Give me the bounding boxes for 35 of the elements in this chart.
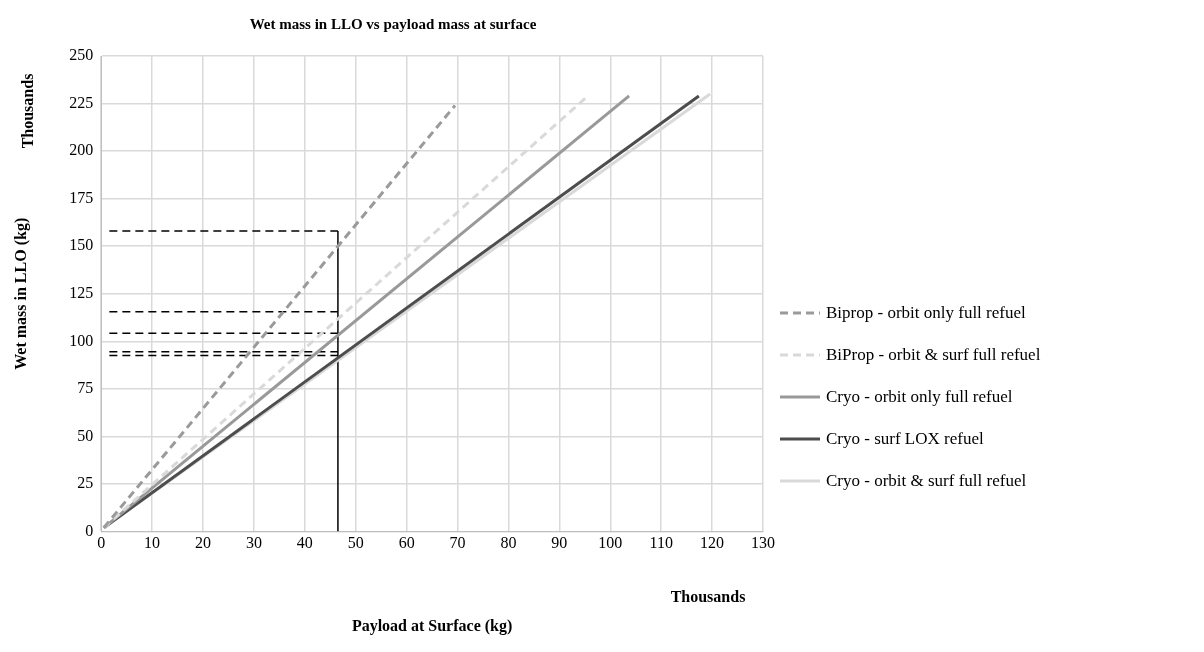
y-tick-label: 0: [85, 521, 94, 539]
legend-label: Biprop - orbit only full refuel: [826, 303, 1026, 323]
text: Thousands: [19, 73, 37, 149]
y-tick-label: 25: [77, 474, 94, 492]
x-tick-label: 110: [649, 534, 673, 552]
x-tick-label: 30: [245, 534, 262, 552]
y-tick-label: 125: [69, 284, 94, 301]
x-tick-label: 60: [398, 534, 415, 552]
legend-label: BiProp - orbit & surf full refuel: [826, 345, 1041, 365]
x-tick-label: 120: [700, 534, 725, 552]
y-tick-label: 175: [69, 188, 94, 206]
legend-label: Cryo - surf LOX refuel: [826, 429, 984, 449]
x-tick-label: 50: [347, 534, 364, 552]
x-tick-label: 100: [598, 534, 623, 552]
chart-title: Wet mass in LLO vs payload mass at surface: [249, 15, 537, 32]
x-axis-title: Payload at Surface (kg): [351, 616, 513, 635]
x-tick-label: 0: [97, 534, 106, 552]
x-tick-label: 80: [500, 534, 517, 552]
legend-label: Cryo - orbit only full refuel: [826, 387, 1013, 407]
y-tick-label: 250: [69, 46, 94, 64]
y-tick-label: 75: [77, 379, 94, 397]
x-tick-label: 40: [296, 534, 313, 552]
x-tick-label: 90: [551, 534, 568, 552]
x-tick-label: 10: [144, 534, 161, 552]
y-tick-label: 50: [77, 426, 94, 444]
y-tick-label: 200: [69, 141, 94, 159]
x-tick-label: 130: [751, 534, 775, 552]
y-tick-label: 225: [69, 93, 94, 111]
x-tick-label: 20: [195, 534, 212, 552]
y-tick-label: 100: [69, 331, 94, 349]
y-tick-label: 150: [69, 236, 94, 254]
text: Thousands: [670, 587, 746, 605]
x-tick-label: 70: [449, 534, 466, 552]
legend-label: Cryo - orbit & surf full refuel: [826, 471, 1027, 491]
y-axis-title: Wet mass in LLO (kg): [11, 217, 30, 370]
